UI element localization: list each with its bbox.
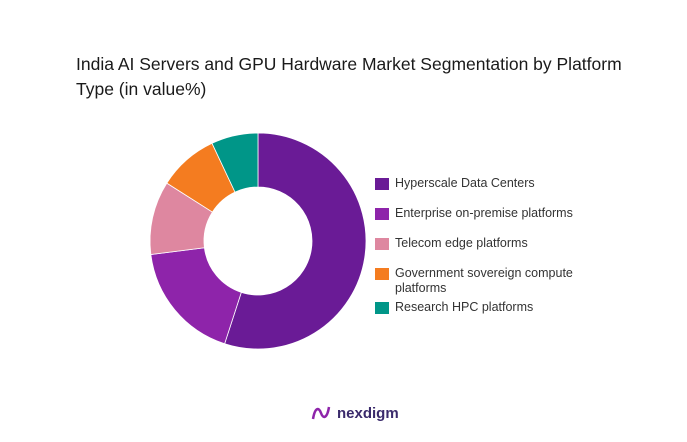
legend-label: Research HPC platforms — [395, 300, 534, 314]
legend-label: Government sovereign compute platforms — [395, 266, 573, 295]
slice-1 — [150, 247, 242, 345]
legend-item: Research HPC platforms — [375, 300, 620, 315]
legend-item: Government sovereign compute platforms — [375, 266, 620, 296]
slice-0 — [224, 132, 367, 350]
logo-text: nexdigm — [337, 404, 399, 422]
logo-icon — [311, 406, 331, 420]
legend-item: Hyperscale Data Centers — [375, 176, 620, 191]
legend-label: Hyperscale Data Centers — [395, 176, 535, 190]
legend-swatch — [375, 268, 389, 280]
legend-swatch — [375, 238, 389, 250]
legend-swatch — [375, 302, 389, 314]
legend-item: Enterprise on-premise platforms — [375, 206, 620, 221]
legend-label: Enterprise on-premise platforms — [395, 206, 573, 220]
legend-label: Telecom edge platforms — [395, 236, 528, 250]
legend-item: Telecom edge platforms — [375, 236, 620, 251]
slice-4 — [211, 132, 259, 193]
legend-swatch — [375, 178, 389, 190]
legend-swatch — [375, 208, 389, 220]
nexdigm-logo: nexdigm — [311, 403, 399, 423]
chart-title: India AI Servers and GPU Hardware Market… — [76, 54, 622, 99]
